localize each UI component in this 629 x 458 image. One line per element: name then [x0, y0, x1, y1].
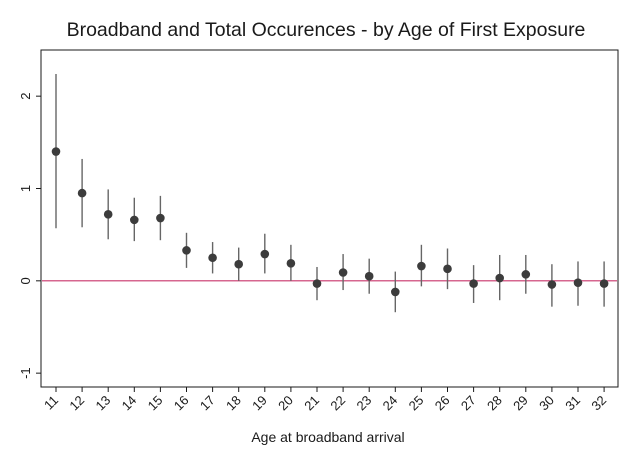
x-tick-label: 16 — [171, 393, 192, 414]
x-axis-label: Age at broadband arrival — [251, 429, 404, 445]
data-point — [130, 215, 139, 225]
data-point — [51, 147, 61, 156]
data-point — [338, 268, 348, 277]
data-point — [469, 279, 478, 288]
y-tick-label: -1 — [18, 367, 33, 379]
x-tick-label: 26 — [432, 393, 453, 414]
x-tick-label: 24 — [380, 393, 401, 414]
x-tick-label: 13 — [92, 393, 113, 414]
chart-title: Broadband and Total Occurences - by Age … — [67, 19, 586, 41]
y-axis: -1 0 1 2 — [18, 93, 41, 379]
data-point — [234, 259, 243, 269]
x-tick-label: 23 — [353, 393, 374, 414]
data-point — [599, 279, 609, 288]
x-tick-label: 32 — [588, 393, 609, 414]
x-tick-label: 28 — [484, 393, 505, 414]
data-point — [77, 188, 87, 198]
x-tick-label: 29 — [510, 393, 531, 414]
y-tick-label: 0 — [18, 277, 33, 284]
data-point — [286, 258, 296, 268]
data-marks — [51, 74, 609, 313]
x-tick-label: 18 — [223, 393, 244, 414]
x-tick-label: 19 — [249, 393, 270, 414]
x-tick-label: 25 — [406, 393, 427, 414]
data-point — [495, 273, 505, 283]
x-tick-label: 14 — [119, 393, 140, 414]
data-point — [260, 249, 270, 259]
data-point — [156, 213, 165, 223]
y-tick-label: 2 — [18, 93, 33, 100]
x-tick-label: 15 — [145, 393, 166, 414]
x-tick-label: 21 — [301, 393, 322, 414]
data-point — [521, 270, 531, 279]
data-point — [443, 264, 452, 274]
data-point — [312, 279, 322, 288]
data-point — [182, 246, 191, 255]
plot-frame — [40, 49, 619, 388]
data-point — [547, 280, 557, 289]
x-tick-label: 11 — [41, 393, 61, 413]
x-tick-label: 17 — [197, 393, 218, 414]
data-point — [417, 261, 426, 271]
data-point — [573, 278, 583, 287]
x-axis: 11 12 13 14 15 16 17 18 19 20 21 22 23 24 25 26 27 28 29 30… — [41, 387, 609, 413]
y-tick-label: 1 — [18, 185, 33, 192]
x-tick-label: 31 — [562, 393, 583, 414]
x-tick-label: 22 — [327, 393, 348, 414]
x-tick-label: 30 — [536, 393, 557, 414]
x-tick-label: 27 — [458, 393, 479, 414]
x-tick-label: 12 — [66, 393, 87, 414]
data-point — [364, 271, 374, 281]
x-tick-label: 20 — [275, 393, 296, 414]
data-point — [391, 287, 400, 297]
data-point — [103, 210, 113, 219]
data-point — [208, 253, 217, 263]
